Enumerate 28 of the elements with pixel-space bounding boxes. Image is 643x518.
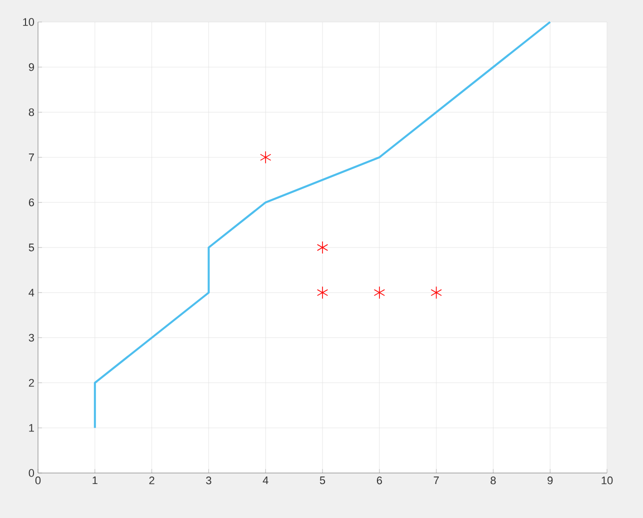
y-tick-label: 4 <box>28 288 34 296</box>
line-series <box>94 20 552 429</box>
y-tick-label: 6 <box>28 198 34 206</box>
x-tick-label: 3 <box>206 476 212 484</box>
point <box>374 286 385 299</box>
x-tick-label: 1 <box>92 476 98 484</box>
point <box>316 286 328 299</box>
y-tick-label: 7 <box>28 154 34 162</box>
y-tick-label: 10 <box>23 18 34 26</box>
x-tick-label: 5 <box>320 476 326 484</box>
y-tick-label: 5 <box>28 244 34 252</box>
y-tick-label: 0 <box>28 469 34 477</box>
x-tick-label: 2 <box>149 476 154 484</box>
x-tick-label: 10 <box>602 476 613 484</box>
y-tick-label: 2 <box>28 378 34 387</box>
x-tick-label: 7 <box>434 476 439 484</box>
point <box>260 150 272 164</box>
x-tick-label: 6 <box>376 476 382 484</box>
point <box>430 286 442 299</box>
y-tick-label: 8 <box>28 108 34 116</box>
x-tick-label: 0 <box>35 476 41 484</box>
y-tick-label: 3 <box>28 334 34 342</box>
x-tick-label: 9 <box>548 476 553 484</box>
y-tick-label: 1 <box>29 424 34 432</box>
x-tick-label: 8 <box>490 476 496 484</box>
point <box>316 241 328 254</box>
x-tick-label: 4 <box>262 476 268 484</box>
y-tick-label: 9 <box>28 63 34 71</box>
